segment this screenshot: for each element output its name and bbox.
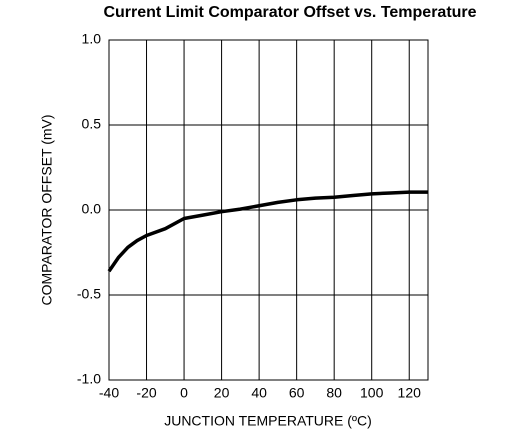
x-tick-label: 20 <box>214 385 230 401</box>
data-line <box>107 190 428 273</box>
chart-title: Current Limit Comparator Offset vs. Temp… <box>103 4 476 21</box>
y-tick-label: -1.0 <box>77 371 101 387</box>
x-tick-label: -20 <box>136 385 156 401</box>
x-tick-label: 100 <box>360 385 384 401</box>
y-tick-label: 0.5 <box>82 116 102 132</box>
y-tick-label: 1.0 <box>82 31 102 47</box>
x-tick-label: -40 <box>99 385 119 401</box>
y-tick-label: 0.0 <box>82 201 102 217</box>
x-tick-label: 60 <box>289 385 305 401</box>
x-axis-label: JUNCTION TEMPERATURE (ºC) <box>164 413 372 429</box>
y-axis-label: COMPARATOR OFFSET (mV) <box>39 114 55 305</box>
x-tick-label: 40 <box>251 385 267 401</box>
y-tick-label: -0.5 <box>77 286 101 302</box>
x-tick-label: 0 <box>180 385 188 401</box>
x-tick-label: 120 <box>398 385 422 401</box>
x-tick-label: 80 <box>326 385 342 401</box>
